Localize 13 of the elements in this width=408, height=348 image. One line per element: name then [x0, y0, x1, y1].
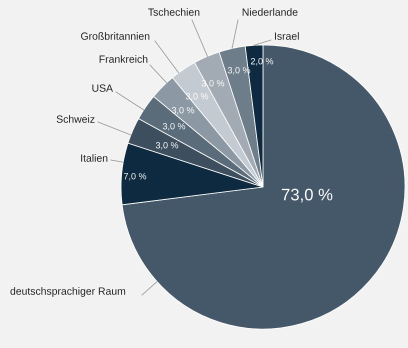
- slice-label: Großbritannien: [81, 32, 150, 40]
- slice-label: Frankreich: [100, 55, 148, 63]
- data-label: 3,0 %: [156, 142, 178, 150]
- slice-label: Niederlande: [242, 8, 298, 16]
- slice-label: deutschsprachiger Raum: [10, 287, 126, 297]
- data-label: 3,0 %: [162, 123, 186, 130]
- slice-label: Italien: [81, 154, 108, 162]
- data-label: 73,0 %: [282, 188, 332, 202]
- slice-label: Schweiz: [56, 115, 94, 123]
- slice-label: USA: [92, 84, 113, 92]
- data-label: 7,0 %: [124, 173, 146, 180]
- slice-label: Israel: [274, 32, 299, 40]
- slice-label: Tschechien: [148, 8, 200, 16]
